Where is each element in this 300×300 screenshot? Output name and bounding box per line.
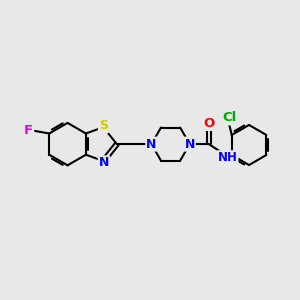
Text: N: N (99, 156, 109, 169)
Text: NH: NH (218, 151, 238, 164)
Text: F: F (24, 124, 33, 137)
Text: S: S (99, 119, 108, 133)
Text: N: N (146, 138, 157, 151)
Text: O: O (203, 117, 214, 130)
Text: N: N (184, 138, 195, 151)
Text: Cl: Cl (223, 111, 237, 124)
